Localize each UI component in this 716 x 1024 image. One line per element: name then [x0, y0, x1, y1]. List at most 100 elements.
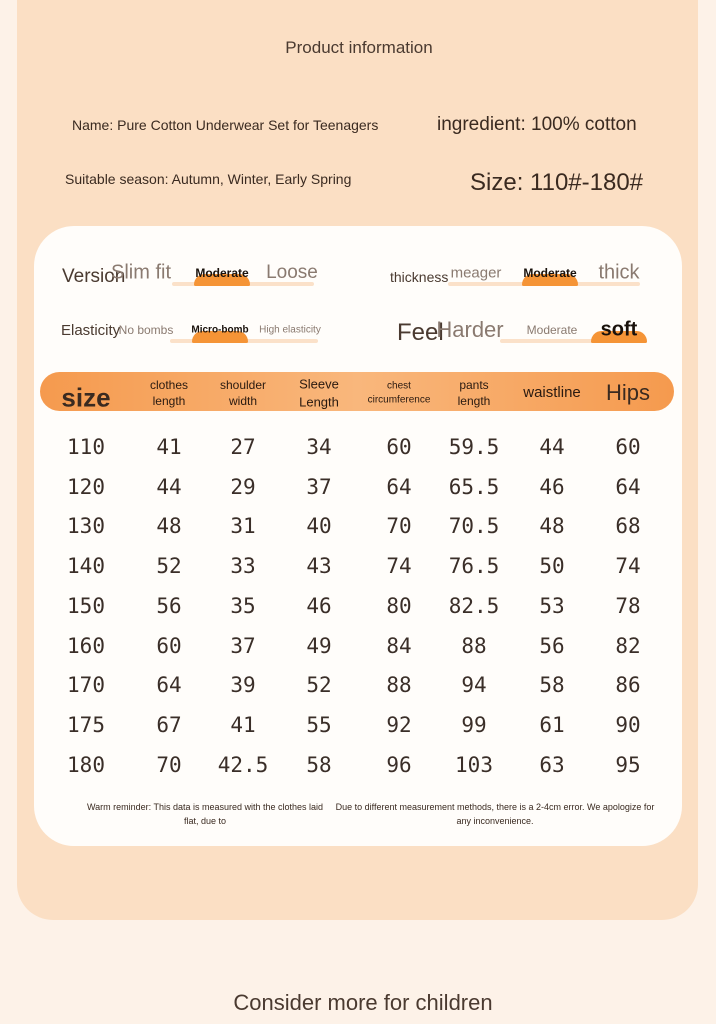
table-cell: 43	[306, 554, 332, 579]
table-cell: 53	[539, 593, 565, 618]
section-title: Product information	[285, 38, 433, 57]
table-cell: 78	[615, 593, 641, 618]
table-cell: 70	[156, 752, 182, 777]
table-cell: 86	[615, 673, 641, 698]
table-cell: 41	[230, 712, 256, 737]
table-cell: 46	[539, 474, 565, 499]
table-cell: 130	[67, 514, 105, 539]
table-cell: 90	[615, 712, 641, 737]
table-cell: 68	[615, 514, 641, 539]
table-header: size	[61, 382, 111, 413]
footer-title: Consider more for children	[233, 990, 493, 1015]
table-cell: 52	[156, 554, 182, 579]
table-cell: 150	[67, 593, 105, 618]
table-cell: 64	[156, 673, 182, 698]
table-cell: 33	[230, 554, 256, 579]
scale-track	[500, 339, 642, 343]
table-cell: 140	[67, 554, 105, 579]
table-header: Hips	[605, 380, 650, 406]
header-band	[40, 372, 674, 411]
attribute-label: Feel	[397, 319, 444, 346]
table-cell: 46	[306, 593, 332, 618]
season: Suitable season: Autumn, Winter, Early S…	[65, 171, 352, 187]
table-cell: 175	[67, 712, 105, 737]
table-cell: 84	[386, 633, 412, 658]
table-cell: 180	[67, 752, 105, 777]
size-range: Size: 110#-180#	[470, 169, 644, 196]
scale-option: Slim fit	[111, 261, 171, 284]
table-cell: 41	[156, 435, 182, 459]
table-cell: 58	[306, 752, 332, 777]
table-cell: 31	[230, 514, 256, 539]
table-cell: 76.5	[448, 554, 500, 579]
table-header: shoulder width	[219, 377, 267, 408]
table-cell: 160	[67, 633, 105, 658]
attribute-label: Version	[62, 266, 126, 287]
table-cell: 80	[386, 593, 412, 618]
table-cell: 88	[461, 633, 487, 658]
table-header: Sleeve Length	[299, 376, 339, 409]
table-cell: 64	[386, 474, 412, 499]
scale-option: thick	[598, 261, 640, 284]
table-cell: 48	[539, 514, 565, 539]
scale-option: High elasticity	[259, 324, 321, 336]
selected-marker	[591, 331, 647, 343]
table-cell: 56	[539, 633, 565, 658]
table-cell: 27	[230, 435, 256, 459]
table-cell: 59.5	[448, 435, 500, 459]
table-cell: 64	[615, 474, 641, 499]
table-cell: 70	[386, 514, 412, 539]
table-cell: 65.5	[448, 474, 500, 499]
table-cell: 35	[230, 593, 256, 618]
product-name: Name: Pure Cotton Underwear Set for Teen…	[72, 117, 379, 133]
table-header: chest circumference	[367, 380, 431, 406]
table-cell: 34	[306, 435, 332, 459]
table-cell: 37	[230, 633, 256, 658]
table-cell: 99	[461, 712, 487, 737]
table-cell: 37	[306, 474, 332, 499]
table-cell: 60	[386, 435, 412, 459]
ingredient: ingredient: 100% cotton	[437, 114, 637, 135]
scale-option: Moderate	[195, 266, 249, 280]
selected-marker	[194, 274, 250, 286]
scale-option: Loose	[266, 262, 318, 283]
table-cell: 48	[156, 514, 182, 539]
table-header: waistline	[523, 383, 581, 401]
table-header: clothes length	[149, 377, 189, 408]
scale-option: Harder	[436, 317, 504, 342]
note-right: Due to different measurement methods, th…	[335, 802, 655, 826]
table-cell: 88	[386, 673, 412, 698]
table-cell: 44	[539, 435, 565, 459]
table-cell: 70.5	[448, 514, 500, 539]
note-left: Warm reminder: This data is measured wit…	[86, 802, 324, 826]
table-cell: 44	[156, 474, 182, 499]
table-cell: 56	[156, 593, 182, 618]
scale-option: Moderate	[523, 266, 577, 280]
table-cell: 63	[539, 752, 565, 777]
table-cell: 74	[615, 554, 641, 579]
scale-option: Moderate	[526, 323, 578, 337]
table-cell: 96	[386, 752, 412, 777]
table-header: pants length	[457, 377, 491, 408]
table-cell: 82.5	[448, 593, 500, 618]
table-cell: 49	[306, 633, 332, 658]
table-cell: 94	[461, 673, 487, 698]
table-cell: 40	[306, 514, 332, 539]
attribute-label: thickness	[390, 269, 449, 285]
table-cell: 110	[67, 435, 105, 459]
table-cell: 42.5	[217, 752, 269, 777]
scale-option: Micro-bomb	[191, 324, 249, 336]
table-cell: 67	[156, 712, 182, 737]
selected-marker	[522, 274, 578, 286]
table-cell: 60	[615, 435, 641, 459]
table-cell: 39	[230, 673, 256, 698]
scale-option: soft	[600, 318, 638, 341]
scale-option: meager	[450, 264, 502, 282]
table-cell: 74	[386, 554, 412, 579]
table-cell: 95	[615, 752, 641, 777]
table-cell: 82	[615, 633, 641, 658]
table-cell: 120	[67, 474, 105, 499]
table-cell: 103	[455, 752, 493, 777]
selected-marker	[192, 331, 248, 343]
table-cell: 29	[230, 474, 256, 499]
